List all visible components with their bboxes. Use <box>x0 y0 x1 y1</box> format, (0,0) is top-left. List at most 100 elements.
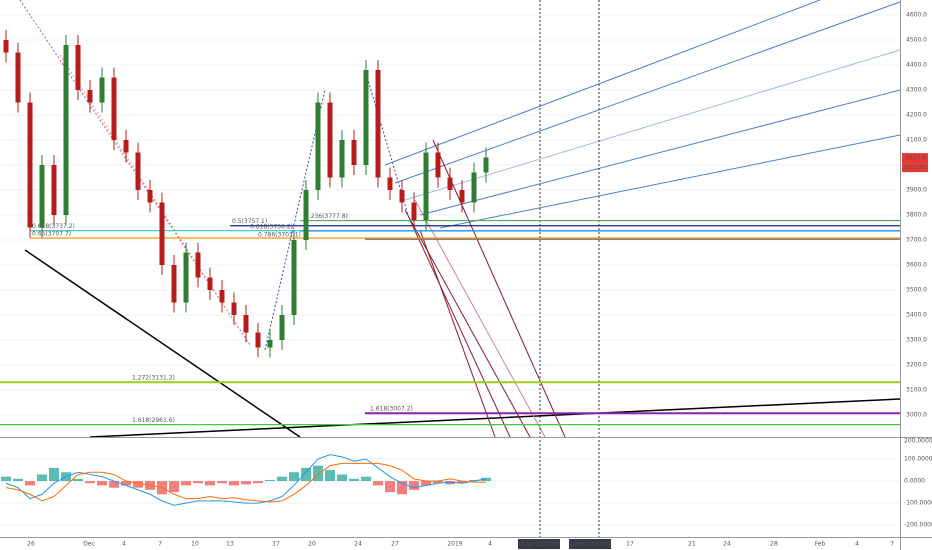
candle-body <box>147 190 153 203</box>
x-tick-label: 17 <box>272 541 280 548</box>
macd-bar <box>325 470 335 482</box>
trend-line <box>24 249 301 438</box>
macd-bar <box>397 481 407 495</box>
level-label: 0.65(3707.7) <box>32 231 71 238</box>
candle-body <box>111 77 117 140</box>
y-tick-label: 100.0000 <box>904 456 932 463</box>
candle-body <box>327 102 333 178</box>
y-tick-label: 3500.0 <box>906 287 927 294</box>
candle-body <box>15 52 21 103</box>
candle-body <box>87 90 93 103</box>
cursor-label-bg <box>518 539 560 549</box>
macd-bar <box>241 481 251 485</box>
candle-body <box>279 315 285 340</box>
y-tick-label: -200.0000 <box>904 522 932 529</box>
marks: 0.236(3777.8)0.5(3757.1)0.618(3737.2) 0.6… <box>0 30 900 506</box>
macd-bar <box>373 481 383 486</box>
cursor-label-bg <box>569 539 611 549</box>
x-tick-label: 10 <box>191 541 199 548</box>
y-tick-label: 0.0000 <box>904 478 925 485</box>
macd-bar <box>349 478 359 482</box>
x-tick-label: 27 <box>391 541 399 548</box>
macd-bar <box>25 481 35 486</box>
level-label: 0.618(3737.2) <box>32 223 75 230</box>
candle-body <box>159 202 165 265</box>
candle-body <box>135 152 141 190</box>
macd-bar <box>49 467 59 482</box>
level-label: 0.618(3736.2) <box>250 223 293 230</box>
x-tick-label: 4 <box>122 541 126 548</box>
macd-bar <box>409 481 419 490</box>
candle-body <box>471 172 477 203</box>
x-tick-label: 17 <box>626 541 634 548</box>
pitchfork-line <box>404 49 901 201</box>
macd-bar <box>13 478 23 482</box>
candle-body <box>483 157 489 173</box>
macd-bar <box>133 481 143 488</box>
macd-bar <box>121 481 131 486</box>
macd-line <box>5 454 487 506</box>
y-tick-label: 4200.0 <box>906 112 927 119</box>
candle-body <box>315 102 321 190</box>
candle-body <box>123 140 129 153</box>
candle-body <box>387 177 393 190</box>
macd-bar <box>169 481 179 493</box>
candle-body <box>363 70 369 165</box>
cursor-label: 08 Jan '19 07:00 <box>519 542 560 548</box>
y-tick-label: 3600.0 <box>906 262 927 269</box>
candle-body <box>375 70 381 178</box>
candle-body <box>183 252 189 303</box>
trend-line <box>89 398 901 438</box>
macd-bar <box>481 477 491 482</box>
level-label: 0.236(3777.8) <box>305 213 348 220</box>
candle-body <box>99 77 105 103</box>
macd-bar <box>37 474 47 482</box>
x-tick-label: Dec <box>83 541 95 548</box>
macd-bar <box>337 474 347 482</box>
candle-body <box>303 190 309 240</box>
y-tick-label: 4400.0 <box>906 62 927 69</box>
level-label: 1.618(3007.2) <box>370 406 413 413</box>
pitchfork-line <box>384 0 821 166</box>
x-tick-label: 28 <box>770 541 778 548</box>
candle-body <box>51 165 57 215</box>
x-tick-label: 4 <box>855 541 859 548</box>
x-tick-label: 24 <box>723 541 731 548</box>
x-tick-label: 7 <box>158 541 162 548</box>
macd-bar <box>97 481 107 486</box>
macd-bar <box>217 481 227 484</box>
fan-line <box>409 219 511 438</box>
candle-body <box>351 140 357 165</box>
x-tick-label: 24 <box>354 541 362 548</box>
candle-body <box>171 265 177 303</box>
fan-line <box>419 229 496 438</box>
candle-body <box>219 290 225 303</box>
pitchfork-line <box>394 1 901 184</box>
macd-bar <box>421 481 431 486</box>
x-tick-label: Feb <box>815 541 826 548</box>
candle-body <box>459 190 465 203</box>
y-tick-label: 3300.0 <box>906 337 927 344</box>
x-tick-label: 26 <box>27 541 35 548</box>
candle-body <box>291 240 297 315</box>
macd-bar <box>85 481 95 484</box>
candle-body <box>399 190 405 203</box>
candle-body <box>3 40 9 53</box>
fan-line <box>432 139 566 438</box>
candle-body <box>339 140 345 178</box>
macd-bar <box>301 467 311 482</box>
y-tick-label: 3800.0 <box>906 212 927 219</box>
y-tick-label: 4100.0 <box>906 137 927 144</box>
trend-line <box>264 89 326 351</box>
price-tag <box>902 153 928 164</box>
y-tick-label: 200.0000 <box>904 438 932 445</box>
macd-bar <box>181 481 191 486</box>
macd-bar <box>109 481 119 488</box>
signal-line <box>5 462 486 503</box>
x-tick-label: 21 <box>688 541 696 548</box>
level-label: 1.272(3131.2) <box>132 375 175 382</box>
x-tick-label: 2019 <box>447 541 462 548</box>
y-tick-label: 4500.0 <box>906 37 927 44</box>
candle-body <box>435 152 441 178</box>
